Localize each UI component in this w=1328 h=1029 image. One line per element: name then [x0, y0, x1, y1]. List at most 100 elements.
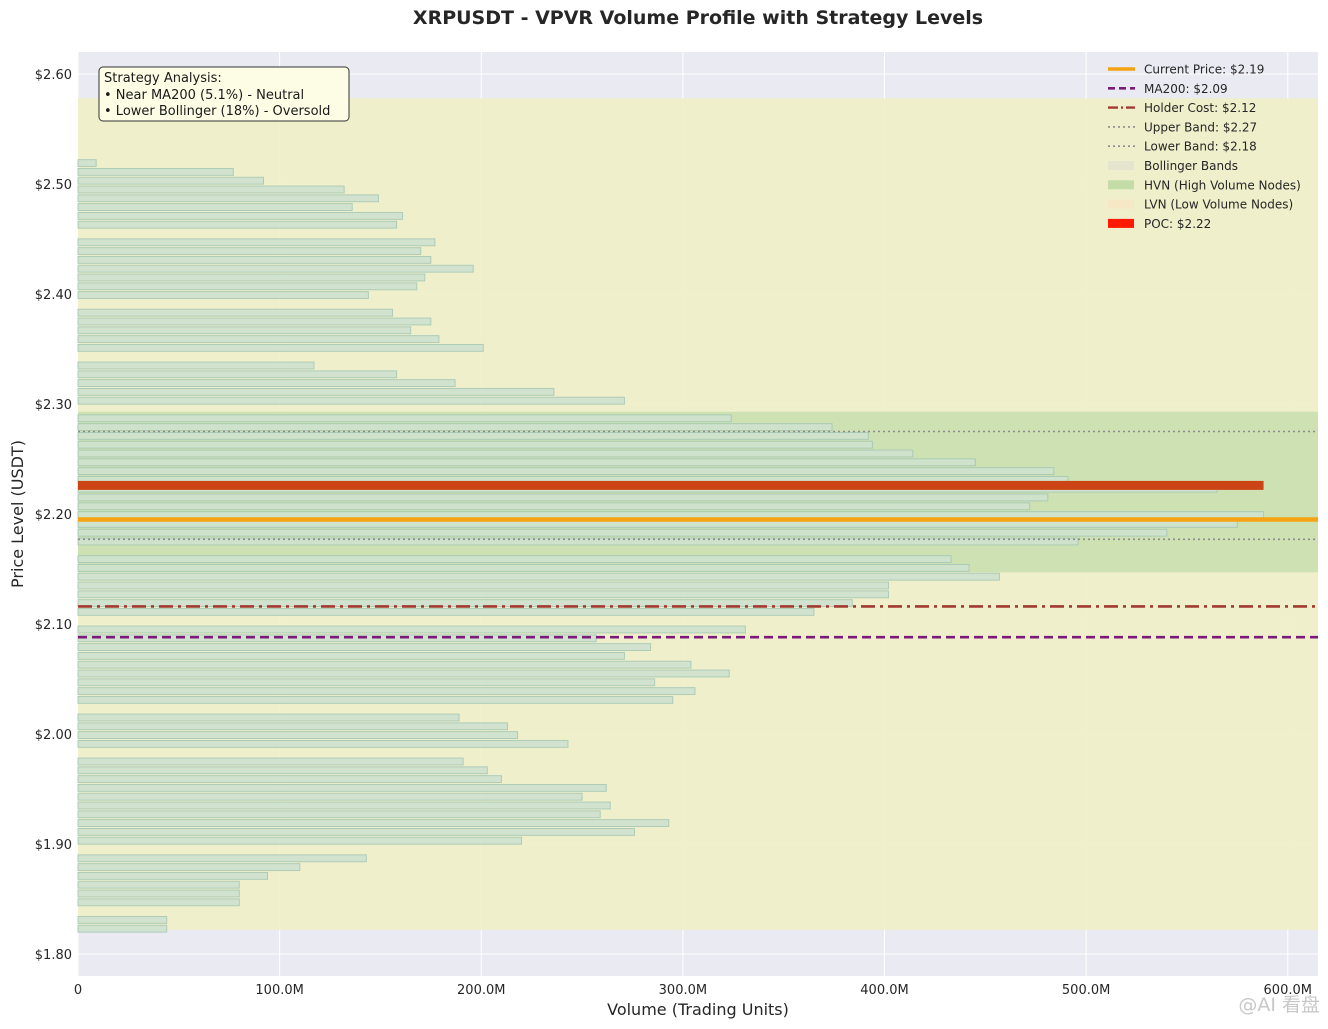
poc-bar — [78, 480, 1264, 490]
volume-bar — [77, 167, 234, 176]
volume-bar — [77, 669, 730, 678]
price-levels — [78, 430, 1318, 639]
volume-bar — [77, 792, 583, 801]
legend-item-holder_cost: Holder Cost: $2.12 — [1108, 101, 1256, 115]
volume-bar — [77, 502, 1031, 511]
volume-bar — [77, 273, 426, 282]
volume-bar — [77, 739, 569, 748]
volume-bar — [77, 713, 460, 722]
volume-bar — [77, 695, 674, 704]
volume-bar — [77, 854, 367, 863]
volume-bar — [77, 687, 696, 696]
legend-item-ma200: MA200: $2.09 — [1108, 82, 1228, 96]
volume-bar — [77, 343, 484, 352]
volume-bar — [77, 282, 418, 291]
volume-bar — [77, 880, 240, 889]
y-tick-label: $2.50 — [35, 178, 72, 193]
volume-bar — [77, 176, 264, 185]
volume-bar — [77, 370, 398, 379]
volume-bar — [77, 819, 670, 828]
volume-bar — [77, 572, 1000, 581]
x-tick-label: 100.0M — [255, 983, 303, 998]
legend-item-lower_band: Lower Band: $2.18 — [1108, 140, 1257, 154]
legend-swatch — [1108, 218, 1134, 228]
legend-label: Holder Cost: $2.12 — [1144, 101, 1256, 115]
y-tick-label: $2.40 — [35, 288, 72, 303]
volume-bar — [77, 308, 394, 317]
x-tick-label: 600.0M — [1264, 983, 1312, 998]
volume-bar — [77, 607, 815, 616]
legend-label: MA200: $2.09 — [1144, 82, 1228, 96]
y-tick-label: $2.60 — [35, 68, 72, 83]
volume-bar — [77, 757, 464, 766]
annotation-frame — [98, 66, 350, 122]
y-axis-label: Price Level (USDT) — [8, 440, 27, 588]
y-tick-label: $2.30 — [35, 398, 72, 413]
legend-label: LVN (Low Volume Nodes) — [1144, 198, 1293, 212]
volume-bar — [77, 431, 869, 440]
y-tick-label: $2.20 — [35, 508, 72, 523]
x-tick-label: 200.0M — [457, 983, 505, 998]
legend-label: Upper Band: $2.27 — [1144, 120, 1257, 134]
volume-bar — [77, 185, 345, 194]
legend-item-poc: POC: $2.22 — [1108, 217, 1211, 231]
annotation-line-3: • Lower Bollinger (18%) - Oversold — [104, 104, 330, 119]
volume-bar — [77, 387, 555, 396]
volume-bar — [77, 801, 611, 810]
volume-bar — [77, 775, 502, 784]
annotation-line-1: Strategy Analysis: — [104, 71, 222, 86]
volume-bar — [77, 827, 635, 836]
volume-bar — [77, 651, 625, 660]
legend-item-hvn: HVN (High Volume Nodes) — [1108, 178, 1301, 192]
x-axis-ticks: 0 100.0M 200.0M 300.0M 400.0M 500.0M 600.0M — [74, 983, 1312, 998]
x-tick-label: 500.0M — [1062, 983, 1110, 998]
volume-bars — [77, 159, 1265, 933]
volume-bar — [77, 211, 404, 220]
volume-bar — [77, 889, 240, 898]
volume-bar — [77, 449, 914, 458]
strategy-annotation: Strategy Analysis: • Near MA200 (5.1%) -… — [98, 66, 350, 122]
volume-bar — [77, 264, 474, 273]
volume-bar — [77, 423, 833, 432]
volume-bar — [77, 722, 508, 731]
volume-bar — [77, 440, 873, 449]
legend-label: Lower Band: $2.18 — [1144, 140, 1257, 154]
volume-bar — [77, 810, 601, 819]
x-tick-label: 400.0M — [860, 983, 908, 998]
volume-bar — [77, 871, 269, 880]
volume-bar — [77, 863, 301, 872]
volume-bar — [77, 924, 168, 933]
volume-bar — [77, 493, 1049, 502]
y-tick-label: $1.90 — [35, 838, 72, 853]
y-tick-label: $1.80 — [35, 948, 72, 963]
volume-bar — [77, 194, 379, 203]
volume-bar — [77, 396, 625, 405]
volume-bar — [77, 458, 976, 467]
volume-bar — [77, 255, 432, 264]
legend-label: Current Price: $2.19 — [1144, 63, 1264, 77]
y-axis-ticks: $1.80 $1.90 $2.00 $2.10 $2.20 $2.30 $2.40 $2.50… — [35, 68, 72, 963]
volume-bar — [77, 660, 692, 669]
volume-bar — [77, 581, 890, 590]
volume-bar — [77, 291, 369, 300]
x-tick-label: 300.0M — [659, 983, 707, 998]
legend-swatch — [1108, 180, 1134, 190]
annotation-line-2: • Near MA200 (5.1%) - Neutral — [104, 88, 304, 103]
volume-bar — [77, 783, 607, 792]
volume-bar — [77, 414, 732, 423]
volume-bar — [77, 563, 970, 572]
watermark: @AI 看盘 — [1238, 994, 1320, 1016]
legend-item-current_price: Current Price: $2.19 — [1108, 63, 1264, 77]
volume-bar — [77, 379, 456, 388]
legend-swatch — [1108, 199, 1134, 209]
volume-bar — [77, 915, 168, 924]
volume-bar — [77, 159, 97, 168]
volume-bar — [77, 238, 436, 247]
volume-bar — [77, 220, 398, 229]
x-tick-label: 0 — [74, 983, 82, 998]
volume-bar — [77, 326, 412, 335]
volume-bar — [77, 643, 652, 652]
legend-label: Bollinger Bands — [1144, 159, 1238, 173]
